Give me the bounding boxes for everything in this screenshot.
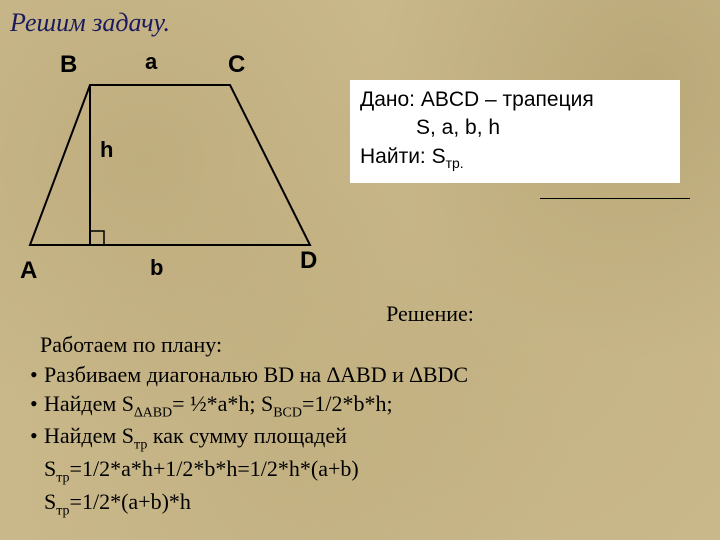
find-prefix: Найти: bbox=[360, 145, 432, 168]
step-1: Разбиваем диагональю BD на ∆ABD и ∆BDC bbox=[30, 361, 690, 390]
step3-b: как сумму площадей bbox=[147, 423, 347, 448]
step4-b: =1/2*a*h+1/2*b*h=1/2*h*(a+b) bbox=[70, 456, 359, 481]
given-prefix: Дано: bbox=[360, 88, 421, 111]
given-line-2: S, a, b, h bbox=[360, 114, 670, 142]
side-b-label: b bbox=[150, 255, 163, 281]
vertex-c-label: C bbox=[228, 51, 245, 79]
step-3: Найдем Sтр как сумму площадей bbox=[30, 422, 690, 455]
step3-sub: тр bbox=[134, 438, 147, 453]
step2-sub1: ∆ABD bbox=[134, 405, 172, 420]
vertex-a-label: A bbox=[20, 257, 37, 285]
step2-b: = ½*a*h; S bbox=[172, 391, 273, 416]
solution-plan: Работаем по плану: bbox=[40, 331, 690, 360]
solution-heading: Решение: bbox=[170, 300, 690, 329]
given-rest: ABCD – трапеция bbox=[421, 88, 594, 111]
height-h-label: h bbox=[100, 137, 113, 163]
vertex-d-label: D bbox=[300, 247, 317, 275]
step2-a: Найдем S bbox=[44, 391, 134, 416]
page-title: Решим задачу. bbox=[10, 8, 170, 38]
step-4: Sтр=1/2*a*h+1/2*b*h=1/2*h*(a+b) bbox=[30, 455, 690, 488]
step3-a: Найдем S bbox=[44, 423, 134, 448]
given-line-1: Дано: ABCD – трапеция bbox=[360, 86, 670, 114]
step4-sub: тр bbox=[56, 470, 69, 485]
trapezoid-diagram: B C A D a b h bbox=[20, 55, 330, 285]
step5-sub: тр bbox=[56, 503, 69, 518]
step2-c: =1/2*b*h; bbox=[302, 391, 393, 416]
step-2: Найдем S∆ABD= ½*a*h; SBCD=1/2*b*h; bbox=[30, 390, 690, 423]
step5-a: S bbox=[44, 489, 56, 514]
side-a-label: a bbox=[145, 49, 157, 75]
solution-block: Решение: Работаем по плану: Разбиваем ди… bbox=[30, 300, 690, 520]
vertex-b-label: B bbox=[60, 51, 77, 79]
find-sym: S bbox=[432, 145, 446, 168]
given-line-3: Найти: Sтр. bbox=[360, 143, 670, 173]
divider-line bbox=[540, 198, 690, 199]
find-sub: тр. bbox=[446, 155, 464, 171]
step2-sub2: BCD bbox=[273, 405, 302, 420]
step-5: Sтр=1/2*(a+b)*h bbox=[30, 488, 690, 521]
given-box: Дано: ABCD – трапеция S, a, b, h Найти: … bbox=[350, 80, 680, 183]
step5-b: =1/2*(a+b)*h bbox=[70, 489, 191, 514]
step4-a: S bbox=[44, 456, 56, 481]
